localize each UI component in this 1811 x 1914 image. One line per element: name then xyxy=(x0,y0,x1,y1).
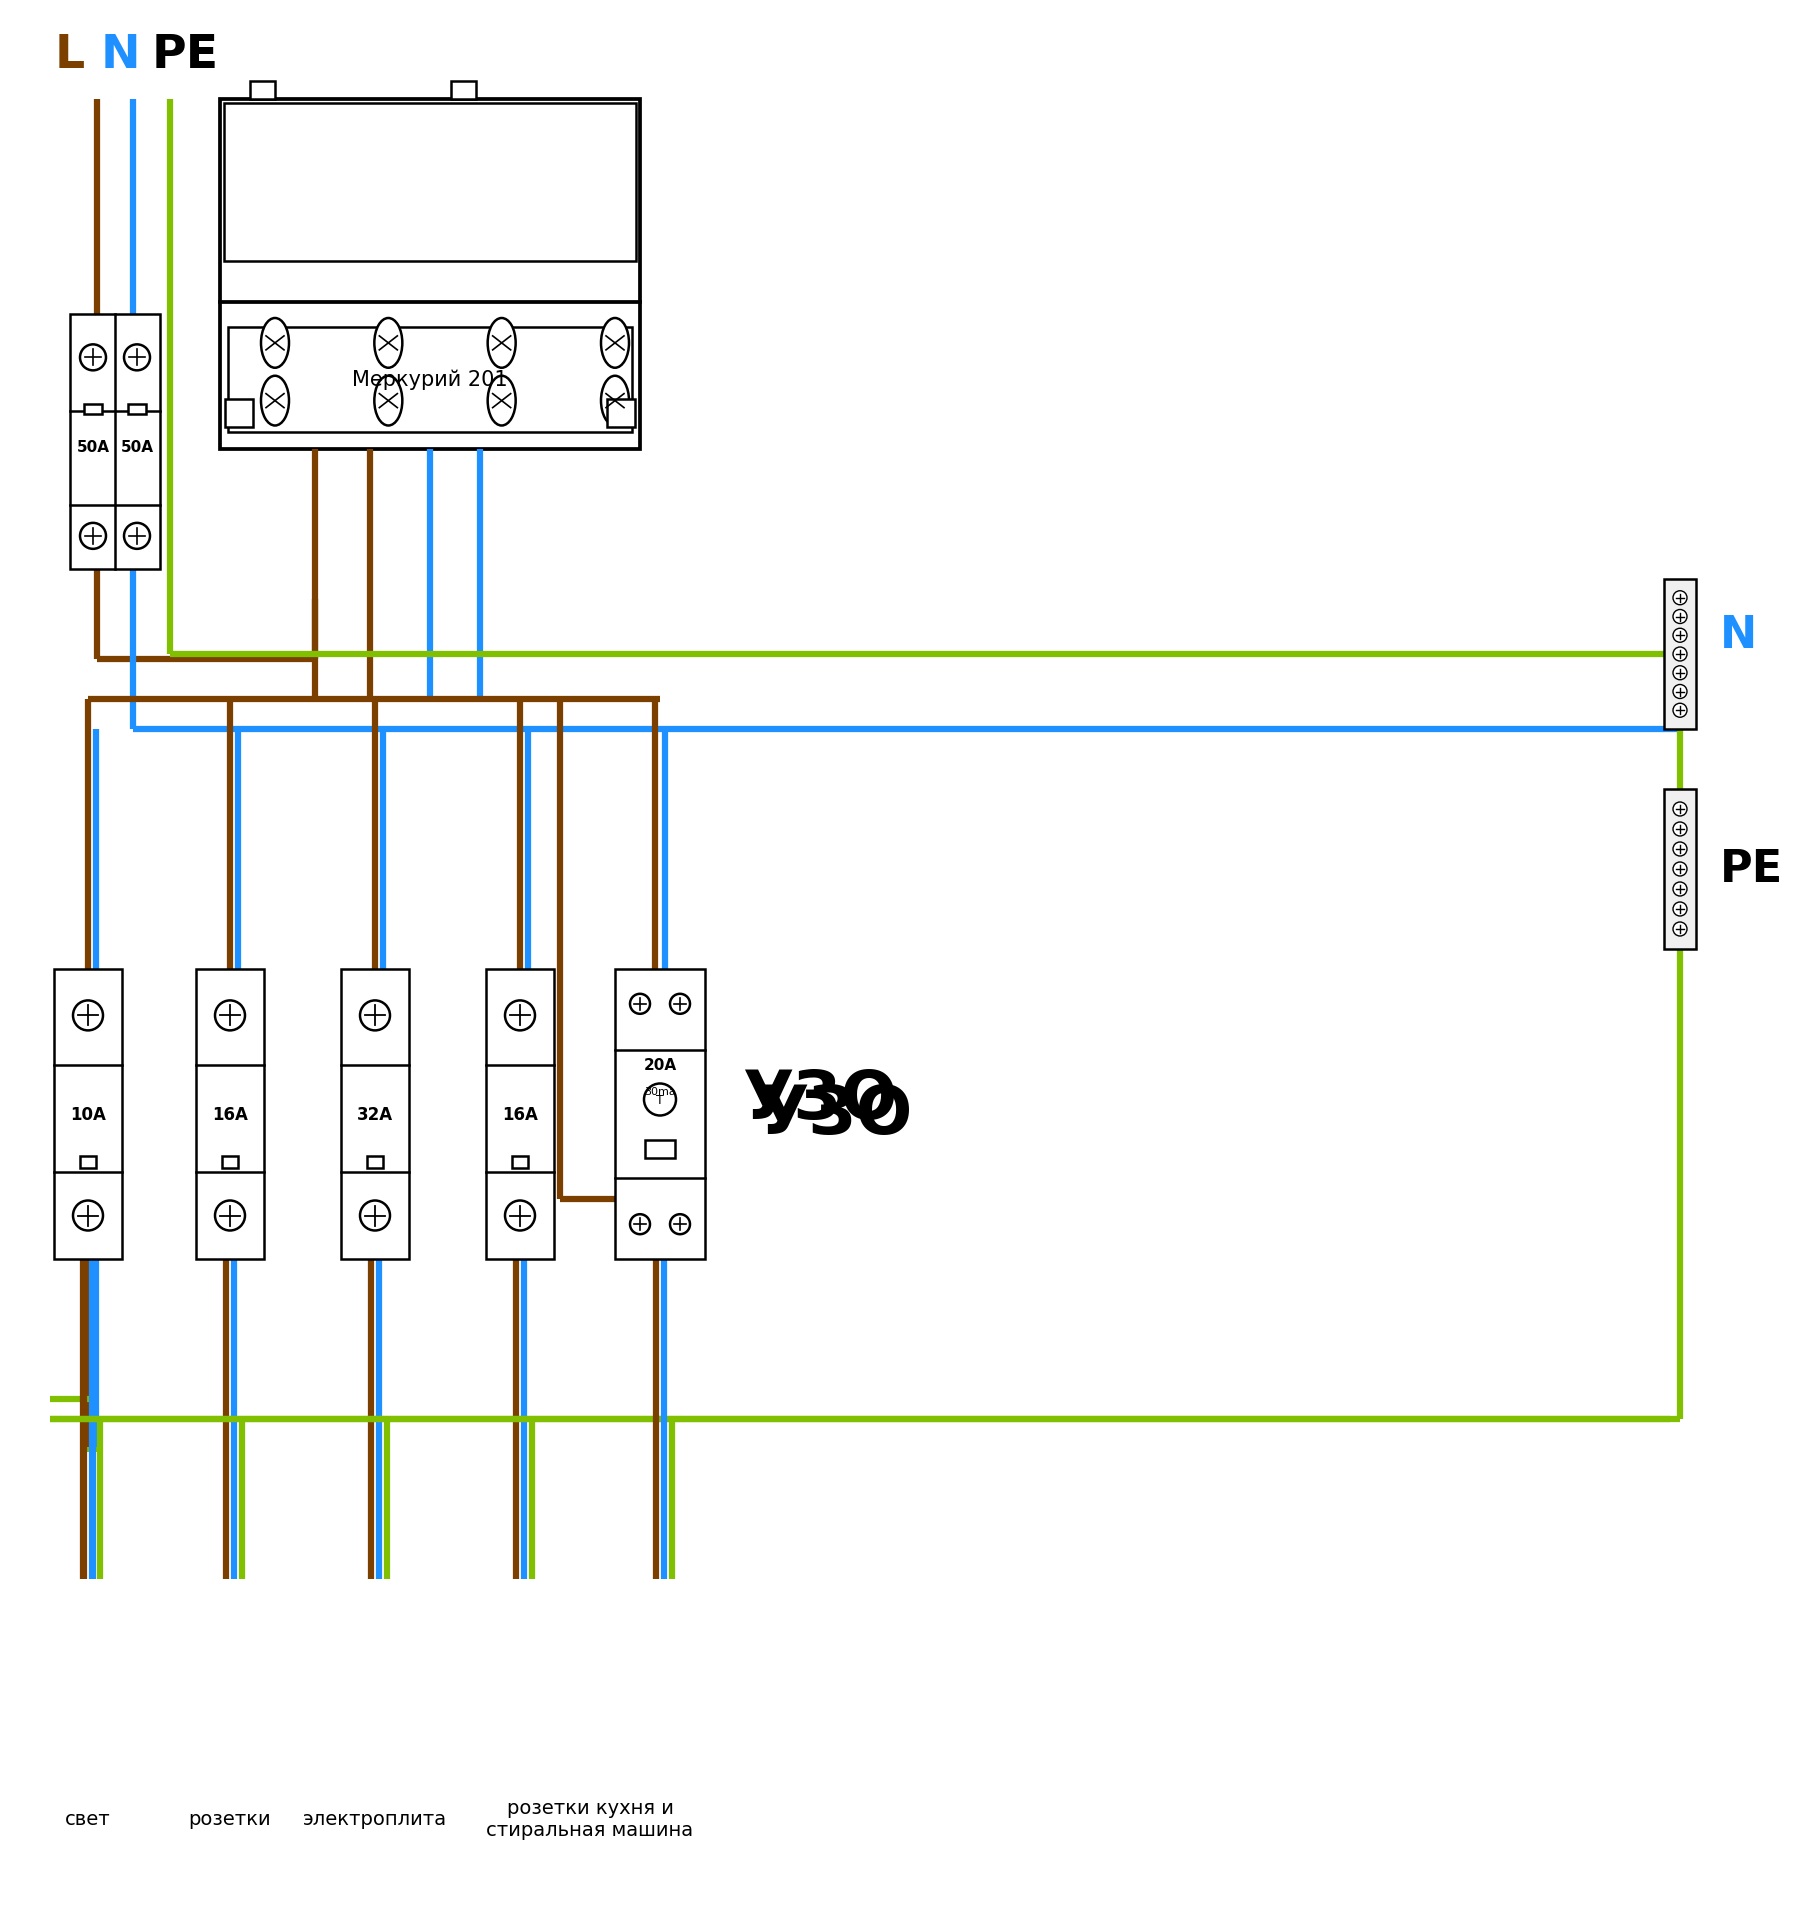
Bar xyxy=(54,970,121,1259)
Circle shape xyxy=(670,1215,690,1235)
Circle shape xyxy=(1673,685,1688,699)
Circle shape xyxy=(1673,842,1688,857)
Circle shape xyxy=(630,993,650,1014)
Text: 10A: 10A xyxy=(71,1106,105,1124)
Text: УЗО: УЗО xyxy=(757,1081,913,1146)
Ellipse shape xyxy=(601,320,628,369)
Ellipse shape xyxy=(601,377,628,427)
Bar xyxy=(223,1156,237,1168)
Text: 20A: 20A xyxy=(643,1058,677,1072)
Bar xyxy=(129,404,147,415)
Circle shape xyxy=(1673,903,1688,917)
Text: розетки: розетки xyxy=(188,1809,272,1828)
Circle shape xyxy=(360,1001,389,1032)
Text: розетки кухня и
стиральная машина: розетки кухня и стиральная машина xyxy=(487,1799,694,1839)
Circle shape xyxy=(1673,882,1688,896)
Circle shape xyxy=(80,345,107,371)
Bar xyxy=(1664,580,1695,729)
Bar xyxy=(485,970,554,1259)
Text: электроплита: электроплита xyxy=(302,1809,447,1828)
Text: УЗО: УЗО xyxy=(743,1066,898,1133)
Bar xyxy=(228,327,632,433)
Text: 50A: 50A xyxy=(76,440,109,456)
Text: свет: свет xyxy=(65,1809,110,1828)
Bar xyxy=(219,100,639,450)
Ellipse shape xyxy=(487,320,516,369)
Circle shape xyxy=(72,1001,103,1032)
Circle shape xyxy=(1673,611,1688,624)
Text: PE: PE xyxy=(152,33,219,77)
Circle shape xyxy=(645,1083,676,1116)
Bar xyxy=(80,1156,96,1168)
Ellipse shape xyxy=(261,377,290,427)
Ellipse shape xyxy=(261,320,290,369)
Text: 32A: 32A xyxy=(357,1106,393,1124)
Bar xyxy=(83,404,101,415)
Ellipse shape xyxy=(375,377,402,427)
Text: 50A: 50A xyxy=(121,440,154,456)
Bar xyxy=(225,400,254,427)
Bar xyxy=(607,400,636,427)
Ellipse shape xyxy=(375,320,402,369)
Text: T: T xyxy=(656,1093,665,1106)
Circle shape xyxy=(1673,863,1688,877)
Bar xyxy=(1664,790,1695,949)
Circle shape xyxy=(1673,923,1688,936)
Bar xyxy=(368,1156,382,1168)
Circle shape xyxy=(123,345,150,371)
Circle shape xyxy=(80,524,107,549)
Circle shape xyxy=(505,1001,534,1032)
Circle shape xyxy=(670,993,690,1014)
Bar xyxy=(250,82,275,100)
Circle shape xyxy=(1673,647,1688,662)
Text: N: N xyxy=(1720,612,1757,657)
Circle shape xyxy=(630,1215,650,1235)
Bar xyxy=(196,970,264,1259)
Bar xyxy=(645,1141,676,1158)
Circle shape xyxy=(505,1200,534,1231)
Text: 30ma: 30ma xyxy=(645,1087,676,1097)
Text: 16A: 16A xyxy=(502,1106,538,1124)
Circle shape xyxy=(1673,666,1688,679)
Bar xyxy=(451,82,476,100)
Circle shape xyxy=(1673,704,1688,718)
Circle shape xyxy=(216,1200,244,1231)
Ellipse shape xyxy=(487,377,516,427)
Circle shape xyxy=(1673,591,1688,605)
Circle shape xyxy=(1673,630,1688,643)
Text: Меркурий 201: Меркурий 201 xyxy=(351,369,507,390)
Circle shape xyxy=(72,1200,103,1231)
Bar xyxy=(340,970,409,1259)
Circle shape xyxy=(360,1200,389,1231)
Text: 16A: 16A xyxy=(212,1106,248,1124)
Circle shape xyxy=(123,524,150,549)
Bar xyxy=(225,103,636,262)
Circle shape xyxy=(216,1001,244,1032)
Bar xyxy=(71,314,159,570)
Circle shape xyxy=(1673,802,1688,817)
Text: PE: PE xyxy=(1720,848,1784,892)
Text: N: N xyxy=(100,33,139,77)
Bar xyxy=(616,970,704,1259)
Circle shape xyxy=(1673,823,1688,836)
Text: L: L xyxy=(54,33,85,77)
Bar xyxy=(513,1156,529,1168)
